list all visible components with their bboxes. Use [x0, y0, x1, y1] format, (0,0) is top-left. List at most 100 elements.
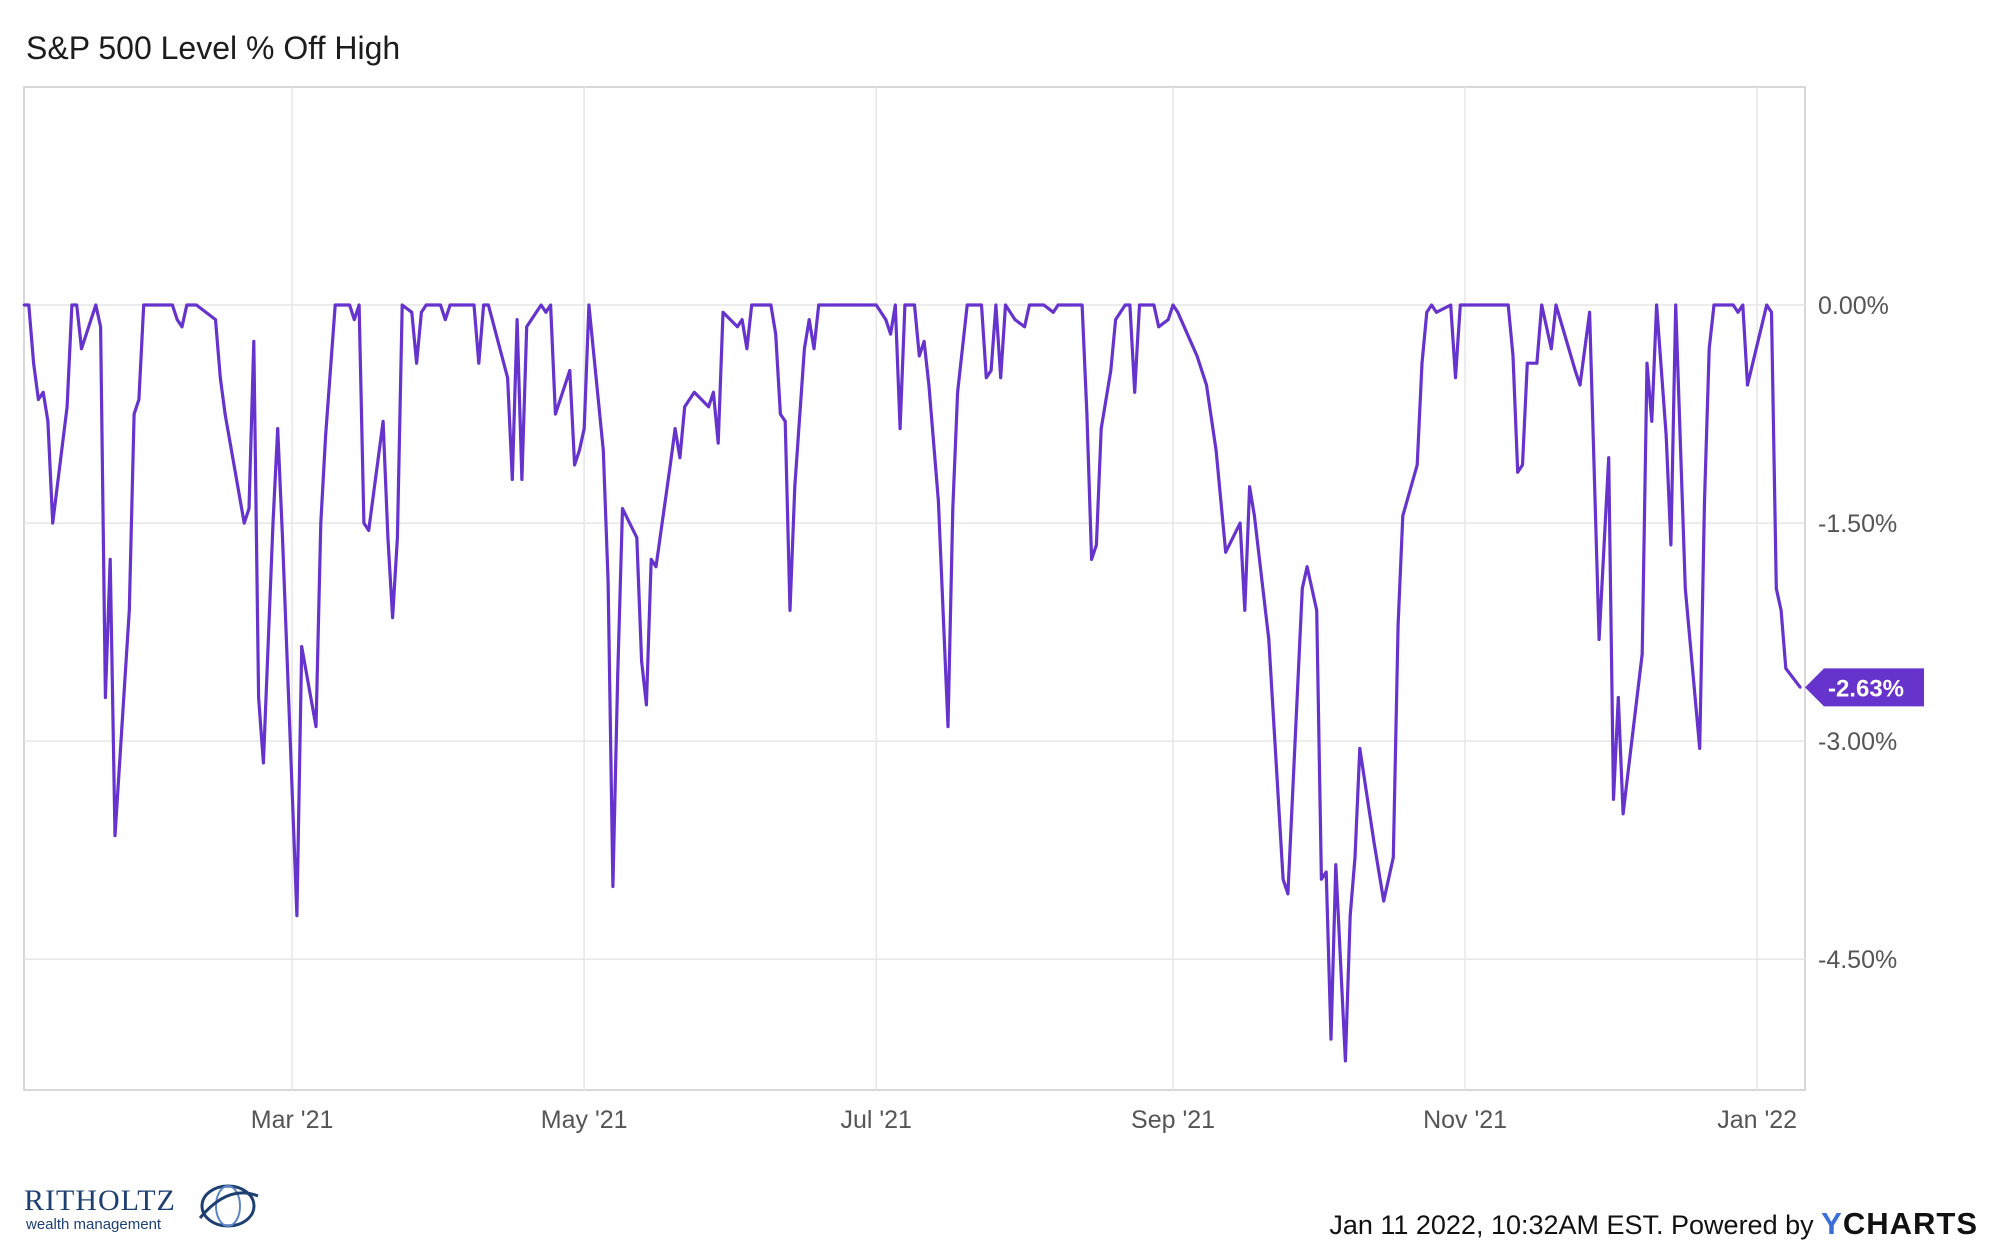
series-point — [635, 536, 639, 539]
series-point — [1554, 303, 1558, 307]
series-point — [1607, 456, 1611, 460]
series-point — [1138, 303, 1141, 307]
ycharts-logo: YCHARTS — [1821, 1206, 1978, 1241]
x-axis: Mar '21 May '21 Jul '21 Sep '21 Nov '21 Jan '… — [251, 1106, 1797, 1134]
series-point — [357, 303, 361, 307]
series-point — [999, 376, 1003, 380]
series-point — [793, 485, 797, 489]
series-point — [573, 463, 576, 467]
series-point — [104, 696, 107, 699]
series-point — [80, 347, 83, 351]
series-point — [161, 303, 165, 307]
series-point — [1243, 608, 1247, 612]
series-point — [1573, 369, 1577, 372]
series-point — [185, 303, 189, 307]
series-point — [568, 369, 572, 372]
series-point — [1324, 870, 1328, 874]
series-point — [37, 398, 40, 401]
y-tick-label: -3.00% — [1818, 728, 1897, 756]
series-point — [458, 303, 462, 307]
series-point — [396, 536, 399, 539]
series-point — [362, 521, 366, 525]
series-point — [1133, 390, 1137, 394]
series-point — [1382, 899, 1386, 903]
ycharts-logo-y: Y — [1821, 1206, 1843, 1241]
x-tick-label: May '21 — [541, 1106, 628, 1134]
series-point — [1090, 558, 1093, 561]
series-point — [927, 383, 931, 387]
series-point — [352, 318, 356, 321]
plot-frame — [23, 86, 1806, 1091]
series-point — [420, 310, 423, 314]
series-point — [1281, 877, 1285, 881]
series-point — [903, 303, 907, 307]
series-point — [195, 303, 198, 307]
last-value-marker — [1805, 668, 1924, 707]
series-point — [817, 303, 821, 307]
series-point — [1549, 347, 1553, 351]
series-point — [640, 659, 643, 663]
series-point — [510, 478, 514, 481]
series-point — [142, 303, 146, 307]
series-point — [1080, 303, 1084, 307]
y-tick-label: -1.50% — [1818, 510, 1897, 538]
series-point — [506, 376, 509, 380]
series-point — [247, 507, 251, 510]
series-point — [333, 303, 337, 307]
series-point — [807, 318, 811, 321]
series-point — [961, 347, 964, 351]
series-point — [400, 303, 404, 307]
series-point — [582, 427, 586, 430]
series-point — [1779, 608, 1783, 612]
series-point — [127, 608, 131, 612]
series-point — [1344, 1059, 1347, 1063]
series-point — [271, 521, 275, 525]
series-point — [1578, 383, 1582, 387]
series-point — [367, 529, 371, 532]
series-point — [65, 405, 69, 409]
series-point — [242, 521, 246, 525]
x-tick-label: Nov '21 — [1423, 1106, 1507, 1134]
series-point — [386, 536, 390, 539]
series-point — [482, 303, 485, 307]
series-point — [645, 703, 648, 707]
series-point — [1746, 383, 1749, 387]
series-point — [487, 303, 490, 307]
series-point — [946, 725, 950, 728]
series-point — [601, 449, 605, 452]
series-point — [1042, 303, 1046, 307]
series-point — [1085, 412, 1089, 416]
series-point — [1305, 565, 1309, 569]
series-point — [1267, 638, 1271, 641]
series-point — [46, 419, 50, 423]
series-point — [1784, 667, 1788, 670]
series-point — [262, 761, 265, 765]
series-point — [874, 303, 878, 307]
series-point — [99, 325, 102, 329]
series-point — [1114, 318, 1117, 321]
x-tick-label: Jan '22 — [1717, 1106, 1797, 1134]
series-point — [549, 303, 552, 307]
series-point — [252, 340, 256, 343]
series-point — [1540, 303, 1544, 307]
series-point — [1023, 325, 1026, 329]
series-point — [113, 834, 117, 837]
series-point — [300, 645, 304, 648]
series-point — [554, 412, 557, 416]
x-tick-label: Jul '21 — [840, 1106, 911, 1134]
series-point — [1353, 856, 1357, 859]
footer-credit: Jan 11 2022, 10:32AM EST. Powered by YCH… — [1329, 1206, 1978, 1242]
series-point — [1224, 550, 1228, 554]
series-point — [1420, 361, 1424, 365]
series-point — [410, 310, 414, 314]
series-point — [1391, 856, 1395, 859]
series-point — [1109, 369, 1113, 372]
x-tick-label: Mar '21 — [251, 1106, 334, 1134]
series-point — [736, 325, 739, 329]
series-point — [616, 674, 620, 678]
last-value-badge: -2.63% — [1805, 668, 1924, 707]
series-point — [94, 303, 98, 307]
series-point — [544, 310, 548, 314]
series-point — [1430, 303, 1433, 307]
